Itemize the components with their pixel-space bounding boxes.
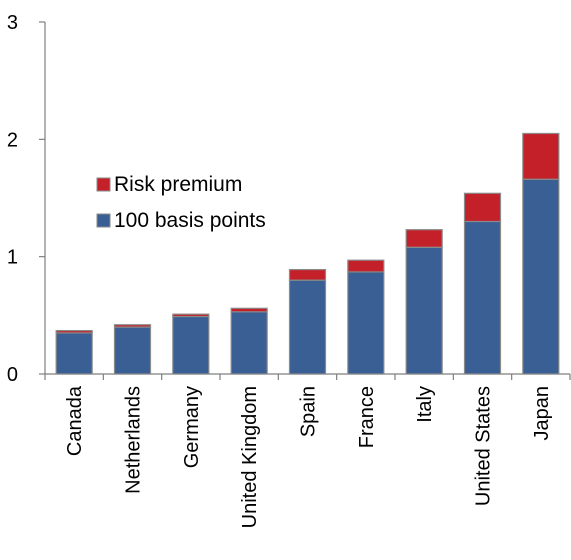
x-category-label: United States: [473, 386, 495, 506]
bar-segment-risk-premium: [230, 307, 268, 313]
y-tick-label: 1: [7, 247, 18, 269]
bar-segment-risk-premium: [463, 192, 502, 223]
bar-segment-basis-points: [522, 178, 560, 375]
bar-segment-risk-premium: [172, 313, 210, 318]
bar-segment-basis-points: [230, 311, 268, 375]
bar-segment-basis-points: [172, 315, 210, 375]
bar-segment-basis-points: [113, 326, 152, 375]
x-category-label: France: [356, 386, 378, 448]
bar-segment-risk-premium: [405, 229, 443, 248]
legend-label: 100 basis points: [114, 209, 266, 232]
y-tick-labels: 0 1 2 3: [7, 12, 18, 386]
category-labels: Canada Netherlands Germany United Kingdom Sp…: [64, 385, 553, 528]
y-tick-label: 0: [7, 364, 18, 386]
bar-segment-basis-points: [288, 279, 327, 375]
x-category-label: United Kingdom: [239, 386, 261, 528]
bar-segment-basis-points: [347, 271, 385, 375]
x-category-label: Spain: [298, 386, 320, 437]
y-tick-label: 2: [7, 129, 18, 151]
bar-segment-risk-premium: [55, 329, 93, 334]
y-tick-label: 3: [7, 12, 18, 34]
bars: [55, 132, 560, 375]
legend: Risk premium 100 basis points: [96, 173, 266, 232]
legend-swatch: [96, 177, 111, 192]
bar-segment-risk-premium: [347, 259, 385, 273]
legend-swatch: [96, 213, 111, 228]
bar-segment-basis-points: [463, 220, 502, 375]
x-category-label: Canada: [64, 385, 86, 456]
x-category-label: Germany: [181, 386, 203, 468]
bar-segment-risk-premium: [288, 268, 327, 281]
x-category-label: Japan: [531, 386, 553, 441]
x-category-label: Italy: [414, 386, 436, 423]
legend-label: Risk premium: [114, 173, 242, 196]
bar-segment-basis-points: [55, 332, 93, 375]
bar-segment-basis-points: [405, 246, 443, 375]
bar-segment-risk-premium: [522, 132, 560, 180]
x-category-label: Netherlands: [123, 386, 145, 494]
bar-segment-risk-premium: [113, 324, 152, 328]
